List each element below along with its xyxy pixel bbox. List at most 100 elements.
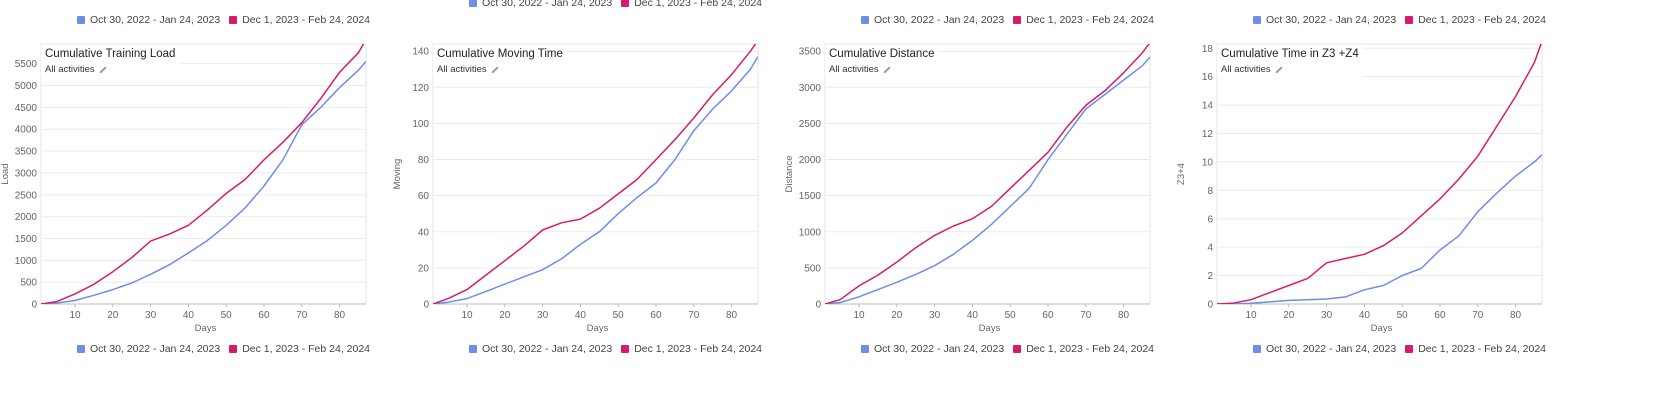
legend-label-a: Oct 30, 2022 - Jan 24, 2023 xyxy=(1266,14,1397,26)
y-tick-label: 3000 xyxy=(799,83,822,94)
y-tick-label: 500 xyxy=(20,278,37,289)
chart-title: Cumulative Moving Time xyxy=(437,48,563,60)
chart-header: Cumulative Time in Z3 +Z4 All activities xyxy=(1217,45,1363,77)
legend-item-a[interactable]: Oct 30, 2022 - Jan 24, 2023 xyxy=(861,14,1004,26)
chart-panel-z3-z4: 0 2 4 6 8 10 12 14 16 18 10 20 30 40 50 60 70 80 Days Z3+4 … xyxy=(1176,40,1566,403)
y-tick-label: 0 xyxy=(1207,300,1213,311)
plot-frame xyxy=(432,43,759,305)
legend-label-a: Oct 30, 2022 - Jan 24, 2023 xyxy=(482,343,613,355)
legend-item-a[interactable]: Oct 30, 2022 - Jan 24, 2023 xyxy=(469,0,612,9)
x-tick-label: 70 xyxy=(296,310,308,321)
legend-label-a: Oct 30, 2022 - Jan 24, 2023 xyxy=(90,343,221,355)
y-tick-label: 0 xyxy=(423,300,429,311)
activity-filter-label: All activities xyxy=(1221,64,1271,75)
y-tick-label: 8 xyxy=(1207,186,1213,197)
legend-item-b[interactable]: Dec 1, 2023 - Feb 24, 2024 xyxy=(1013,343,1154,355)
x-tick-label: 80 xyxy=(726,310,738,321)
legend-swatch-a xyxy=(469,345,477,353)
legend-item-b[interactable]: Dec 1, 2023 - Feb 24, 2024 xyxy=(229,14,370,26)
legend-item-a[interactable]: Oct 30, 2022 - Jan 24, 2023 xyxy=(1253,343,1396,355)
activity-filter-label: All activities xyxy=(437,64,487,75)
x-tick-label: 40 xyxy=(183,310,195,321)
pencil-icon[interactable] xyxy=(491,65,499,74)
legend-swatch-a xyxy=(861,345,869,353)
legend-item-a[interactable]: Oct 30, 2022 - Jan 24, 2023 xyxy=(1253,14,1396,26)
series-line-a[interactable] xyxy=(1217,154,1542,304)
chart-title: Cumulative Time in Z3 +Z4 xyxy=(1221,48,1359,60)
legend-label-b: Dec 1, 2023 - Feb 24, 2024 xyxy=(634,343,763,355)
activity-filter-label: All activities xyxy=(829,64,879,75)
y-tick-label: 3500 xyxy=(15,147,38,158)
legend-swatch-b xyxy=(1013,16,1022,24)
y-tick-label: 3500 xyxy=(799,47,822,58)
legend-label-b: Dec 1, 2023 - Feb 24, 2024 xyxy=(1418,343,1547,355)
x-tick-label: 70 xyxy=(688,310,700,321)
legend-label-b: Dec 1, 2023 - Feb 24, 2024 xyxy=(634,0,763,9)
y-tick-label: 4000 xyxy=(15,125,38,136)
legend-label-a: Oct 30, 2022 - Jan 24, 2023 xyxy=(874,343,1005,355)
legend-label-a: Oct 30, 2022 - Jan 24, 2023 xyxy=(90,14,221,26)
legend-item-b[interactable]: Dec 1, 2023 - Feb 24, 2024 xyxy=(1013,14,1154,26)
legend-item-a[interactable]: Oct 30, 2022 - Jan 24, 2023 xyxy=(861,343,1004,355)
activity-filter[interactable]: All activities xyxy=(437,64,563,75)
legend-swatch-b xyxy=(1013,345,1022,353)
activity-filter[interactable]: All activities xyxy=(45,64,175,75)
legend-item-b[interactable]: Dec 1, 2023 - Feb 24, 2024 xyxy=(1405,14,1546,26)
pencil-icon[interactable] xyxy=(1275,65,1283,74)
legend-label-a: Oct 30, 2022 - Jan 24, 2023 xyxy=(482,0,613,9)
chart-distance: 0 500 1000 1500 2000 2500 3000 3500 10 20 30 40 50 60… xyxy=(784,43,1151,334)
series-line-a[interactable] xyxy=(825,56,1150,304)
series-line-b[interactable] xyxy=(825,43,1150,304)
legend-item-b[interactable]: Dec 1, 2023 - Feb 24, 2024 xyxy=(621,343,762,355)
x-tick-label: 60 xyxy=(650,310,662,321)
legend-swatch-b xyxy=(1405,16,1414,24)
x-tick-label: 50 xyxy=(221,310,233,321)
series-line-b[interactable] xyxy=(41,40,366,304)
series-line-a[interactable] xyxy=(41,61,366,305)
activity-filter[interactable]: All activities xyxy=(829,64,934,75)
y-tick-label: 100 xyxy=(412,119,429,130)
y-tick-label: 2500 xyxy=(799,119,822,130)
x-tick-label: 60 xyxy=(258,310,270,321)
legend-item-b[interactable]: Dec 1, 2023 - Feb 24, 2024 xyxy=(621,0,762,9)
activity-filter[interactable]: All activities xyxy=(1221,64,1359,75)
legend-item-a[interactable]: Oct 30, 2022 - Jan 24, 2023 xyxy=(469,343,612,355)
pencil-icon[interactable] xyxy=(99,65,107,74)
top-legend: Oct 30, 2022 - Jan 24, 2023 Dec 1, 2023 … xyxy=(1253,13,1555,27)
x-axis-label: Days xyxy=(979,323,1001,334)
x-tick-label: 10 xyxy=(461,310,473,321)
legend-swatch-b xyxy=(621,0,630,7)
y-tick-label: 120 xyxy=(412,83,429,94)
legend-swatch-a xyxy=(1253,16,1261,24)
x-tick-label: 70 xyxy=(1080,310,1092,321)
legend-item-b[interactable]: Dec 1, 2023 - Feb 24, 2024 xyxy=(229,343,370,355)
series-line-b[interactable] xyxy=(433,40,758,304)
y-tick-label: 3000 xyxy=(15,168,38,179)
legend-swatch-b xyxy=(229,345,238,353)
y-tick-label: 18 xyxy=(1202,44,1214,55)
x-tick-label: 80 xyxy=(1510,310,1522,321)
series-line-b[interactable] xyxy=(1217,41,1542,304)
y-tick-label: 2000 xyxy=(15,212,38,223)
y-axis-label: Moving xyxy=(392,159,403,190)
y-axis-label: Load xyxy=(0,163,11,184)
x-tick-label: 50 xyxy=(1397,310,1409,321)
chart-panel-moving-time: 0 20 40 60 80 100 120 140 10 20 30 40 50 60 70 80 Days Mo… xyxy=(392,40,782,403)
y-tick-label: 4 xyxy=(1207,243,1213,254)
y-tick-label: 500 xyxy=(804,263,821,274)
y-tick-label: 14 xyxy=(1202,101,1214,112)
y-tick-label: 10 xyxy=(1202,157,1214,168)
legend-item-a[interactable]: Oct 30, 2022 - Jan 24, 2023 xyxy=(77,14,220,26)
series-line-a[interactable] xyxy=(433,56,758,304)
x-tick-label: 30 xyxy=(1321,310,1333,321)
chart-title: Cumulative Distance xyxy=(829,48,935,60)
pencil-icon[interactable] xyxy=(883,65,891,74)
x-axis-label: Days xyxy=(195,323,217,334)
top-legend: Oct 30, 2022 - Jan 24, 2023 Dec 1, 2023 … xyxy=(861,13,1163,27)
y-axis-label: Z3+4 xyxy=(1176,163,1187,185)
y-tick-label: 1000 xyxy=(799,227,822,238)
bottom-legend: Oct 30, 2022 - Jan 24, 2023 Dec 1, 2023 … xyxy=(77,342,379,356)
legend-item-b[interactable]: Dec 1, 2023 - Feb 24, 2024 xyxy=(1405,343,1546,355)
legend-item-a[interactable]: Oct 30, 2022 - Jan 24, 2023 xyxy=(77,343,220,355)
x-tick-label: 60 xyxy=(1434,310,1446,321)
